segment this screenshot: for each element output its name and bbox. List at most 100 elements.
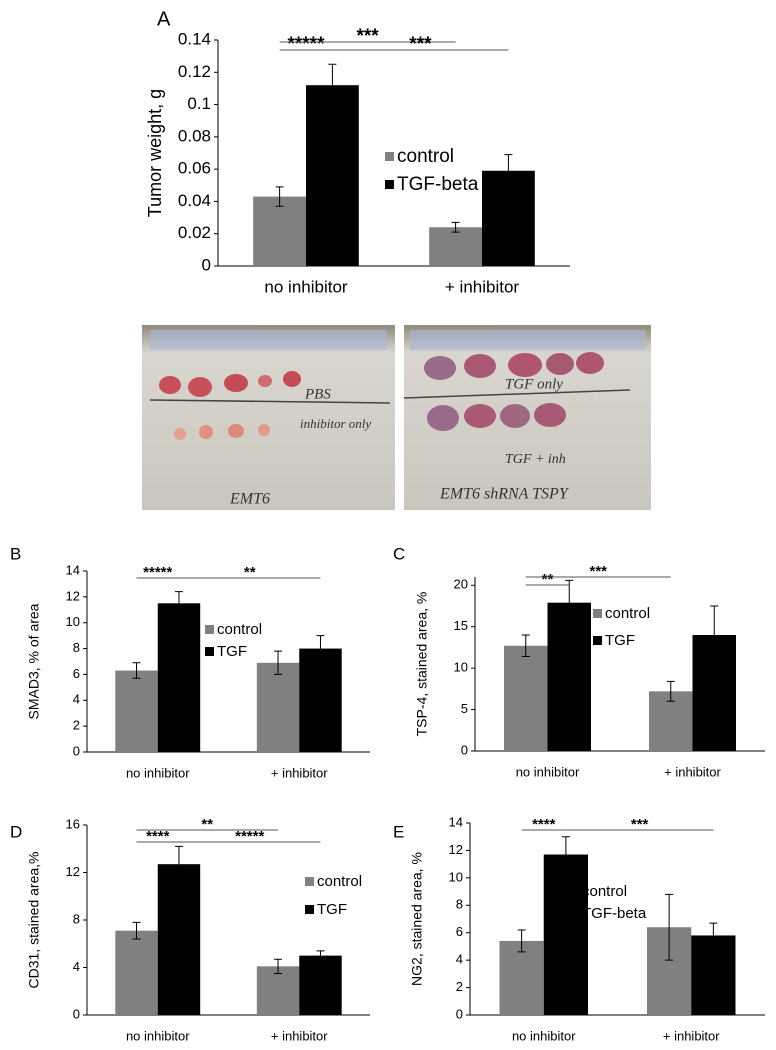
y-tick-label: 10 bbox=[454, 660, 468, 675]
error-bar bbox=[132, 921, 141, 940]
error-bar bbox=[316, 635, 325, 662]
bar bbox=[299, 648, 342, 752]
x-tick-label: no inhibitor bbox=[126, 1028, 190, 1043]
error-bar bbox=[565, 579, 574, 626]
bar bbox=[543, 854, 588, 1015]
legend-swatch bbox=[570, 909, 579, 918]
error-bar bbox=[561, 836, 570, 873]
legend-swatch bbox=[385, 152, 394, 161]
y-tick-label: 6 bbox=[73, 666, 80, 681]
legend-label: TGF bbox=[605, 632, 635, 649]
bar bbox=[499, 940, 544, 1015]
error-bar bbox=[710, 605, 719, 665]
legend-label: TGF bbox=[317, 901, 347, 918]
photo-label: EMT6 shRNA TSPY bbox=[439, 486, 570, 503]
legend-label: TGF-beta bbox=[397, 174, 479, 195]
photo-label: PBS bbox=[304, 386, 331, 402]
y-tick-label: 0 bbox=[202, 255, 211, 274]
significance-label: ***** bbox=[288, 34, 326, 55]
significance-label: **** bbox=[146, 828, 170, 845]
y-tick-label: 5 bbox=[461, 701, 468, 716]
significance-label: *** bbox=[589, 563, 607, 580]
photo-right bbox=[403, 325, 651, 510]
bar bbox=[157, 603, 201, 752]
legend-swatch bbox=[593, 636, 602, 645]
legend-label: control bbox=[397, 146, 454, 167]
legend-label: control bbox=[317, 873, 362, 890]
error-bar bbox=[451, 221, 460, 233]
error-bar bbox=[274, 650, 283, 675]
y-tick-label: 0 bbox=[73, 1006, 80, 1021]
significance-label: ** bbox=[542, 571, 554, 588]
y-tick-label: 8 bbox=[73, 640, 80, 655]
panel-letter: D bbox=[10, 822, 22, 841]
legend-swatch bbox=[385, 180, 394, 189]
error-bar bbox=[275, 186, 284, 207]
y-tick-label: 4 bbox=[73, 692, 80, 707]
y-tick-label: 0.14 bbox=[178, 29, 211, 48]
y-tick-label: 10 bbox=[66, 614, 80, 629]
x-tick-label: no inhibitor bbox=[264, 277, 348, 296]
legend-swatch bbox=[593, 609, 602, 618]
significance-label: ***** bbox=[143, 564, 172, 581]
legend-label: control bbox=[582, 883, 627, 900]
bar bbox=[115, 670, 158, 752]
significance-label: *** bbox=[631, 816, 649, 833]
error-bar bbox=[174, 591, 183, 616]
y-tick-label: 0 bbox=[73, 743, 80, 758]
y-axis-label: TSP-4, stained area, % bbox=[414, 592, 430, 737]
error-bar bbox=[174, 845, 183, 883]
y-tick-label: 6 bbox=[456, 924, 463, 939]
bar bbox=[253, 196, 306, 266]
y-tick-label: 0.08 bbox=[178, 126, 211, 145]
y-tick-label: 0.1 bbox=[187, 94, 211, 113]
y-tick-label: 8 bbox=[456, 897, 463, 912]
legend-swatch bbox=[305, 905, 314, 914]
y-tick-label: 12 bbox=[449, 842, 463, 857]
significance-label: ** bbox=[201, 816, 213, 833]
y-tick-label: 8 bbox=[73, 911, 80, 926]
y-tick-label: 4 bbox=[456, 952, 463, 967]
bar bbox=[299, 955, 342, 1015]
bar bbox=[256, 966, 300, 1015]
y-tick-label: 0 bbox=[456, 1006, 463, 1021]
y-tick-label: 0.12 bbox=[178, 62, 211, 81]
y-axis-label: Tumor weight, g bbox=[145, 89, 165, 217]
photo-label: TGF + inh bbox=[505, 452, 566, 467]
y-tick-label: 4 bbox=[73, 959, 80, 974]
bar bbox=[429, 227, 482, 266]
y-tick-label: 0.06 bbox=[178, 159, 211, 178]
significance-label: ***** bbox=[235, 828, 264, 845]
panel-letter: E bbox=[393, 822, 404, 841]
error-bar bbox=[666, 680, 675, 702]
y-tick-label: 0.04 bbox=[178, 191, 211, 210]
x-tick-label: + inhibitor bbox=[664, 764, 721, 779]
bar bbox=[547, 602, 591, 751]
x-tick-label: + inhibitor bbox=[445, 277, 520, 296]
legend-label: TGF-beta bbox=[582, 905, 647, 922]
y-tick-label: 12 bbox=[66, 864, 80, 879]
legend-swatch bbox=[205, 625, 214, 634]
error-bar bbox=[504, 154, 513, 188]
x-tick-label: + inhibitor bbox=[271, 765, 328, 780]
bar bbox=[115, 930, 158, 1015]
y-tick-label: 2 bbox=[456, 979, 463, 994]
x-tick-label: + inhibitor bbox=[271, 1028, 328, 1043]
legend-swatch bbox=[205, 647, 214, 656]
photo-left bbox=[142, 325, 395, 510]
bar bbox=[157, 864, 201, 1015]
y-tick-label: 20 bbox=[454, 577, 468, 592]
y-tick-label: 0 bbox=[461, 742, 468, 757]
y-tick-label: 2 bbox=[73, 718, 80, 733]
x-tick-label: no inhibitor bbox=[126, 765, 190, 780]
photo-label: inhibitor only bbox=[300, 416, 371, 431]
error-bar bbox=[709, 922, 718, 949]
photo-label: TGF only bbox=[505, 376, 563, 392]
y-tick-label: 0.02 bbox=[178, 223, 211, 242]
photo-label: EMT6 bbox=[229, 491, 270, 508]
error-bar bbox=[665, 893, 674, 961]
y-axis-label: CD31, stained area,% bbox=[26, 852, 42, 989]
bar bbox=[691, 935, 736, 1015]
